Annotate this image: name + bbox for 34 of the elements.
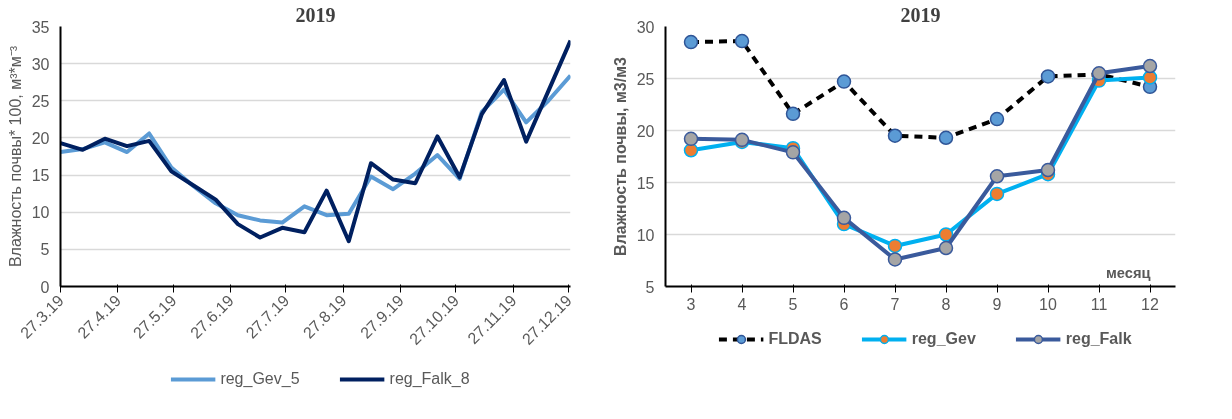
y-tick-label: 0 [40,278,50,296]
x-tick-label: 3 [686,295,696,313]
y-tick-label: 25 [636,70,655,88]
x-tick-label: 7 [890,295,900,313]
y-tick-label: 15 [636,174,655,192]
y-axis-title: Влажность почвы* 100, м³*м⁻³ [6,45,24,268]
y-axis-title: Влажность почвы, м3/м3 [611,56,629,256]
y-tick-label: 30 [31,55,50,73]
y-tick-label: 10 [31,204,50,222]
y-tick-label: 20 [31,129,50,147]
chart-title: 2019 [900,3,941,26]
x-tick-label: 9 [992,295,1002,313]
x-tick-label: 12 [1141,295,1159,313]
legend-label: FLDAS [768,330,822,348]
legend-label: reg_Falk_8 [389,370,470,388]
legend-label: reg_Gev_5 [220,370,300,388]
x-tick-label: 5 [788,295,798,313]
y-tick-label: 10 [636,226,655,244]
x-axis-title: месяц [1105,264,1151,281]
legend-label: reg_Gev [911,330,976,348]
x-tick-label: 8 [941,295,951,313]
y-tick-label: 5 [645,278,655,296]
x-tick-label: 6 [839,295,849,313]
x-tick-label: 10 [1039,295,1057,313]
y-tick-label: 5 [40,241,50,259]
x-tick-label: 4 [737,295,747,313]
chart-title: 2019 [295,3,336,26]
y-tick-label: 35 [31,18,50,36]
y-tick-label: 20 [636,122,655,140]
x-tick-label: 11 [1090,295,1108,313]
y-tick-label: 25 [31,92,50,110]
y-tick-label: 30 [636,18,655,36]
y-tick-label: 15 [31,167,50,185]
legend-label: reg_Falk [1065,330,1132,348]
